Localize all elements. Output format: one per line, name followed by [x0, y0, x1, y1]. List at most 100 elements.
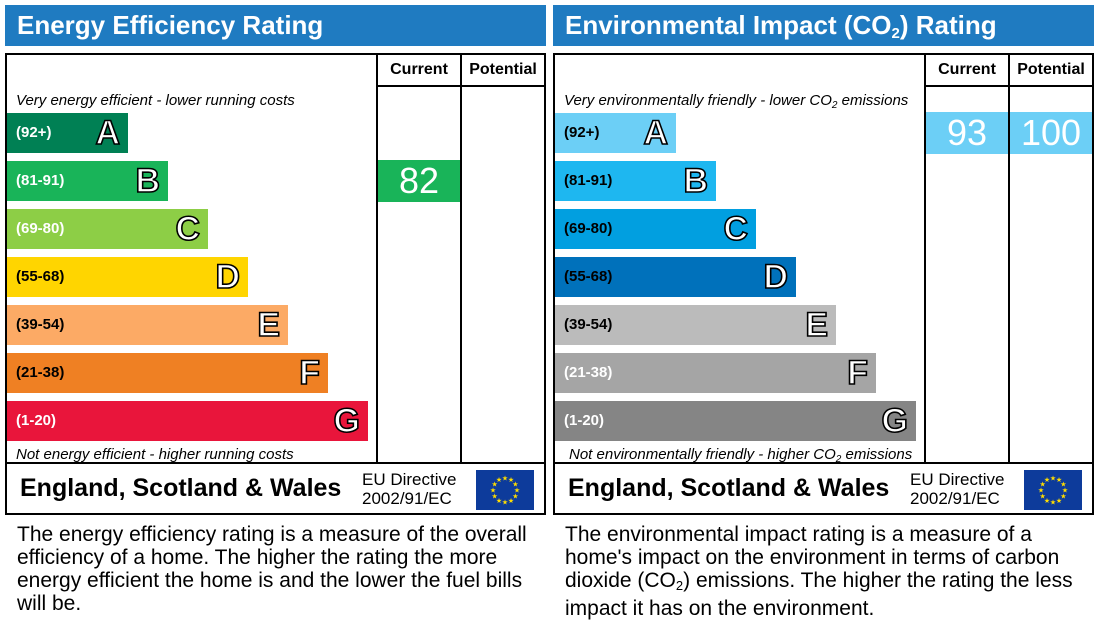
star-icon: ★ — [508, 497, 514, 505]
current-score: 93 — [926, 112, 1008, 154]
energy-efficiency-chart: Current Potential Very energy efficient … — [5, 53, 546, 464]
band-letter: D — [763, 257, 789, 297]
rating-band-e: (39-54) E — [555, 305, 836, 345]
star-icon: ★ — [1044, 497, 1050, 505]
title-tail: ) Rating — [899, 10, 997, 40]
star-icon: ★ — [491, 493, 497, 501]
directive-line-2: 2002/91/EC — [910, 489, 1000, 508]
star-icon: ★ — [508, 476, 514, 484]
top-note-tail: emissions — [837, 92, 909, 109]
rating-band-d: (55-68) D — [555, 257, 796, 297]
star-icon: ★ — [1056, 497, 1062, 505]
star-icon: ★ — [496, 497, 502, 505]
eu-flag-icon: ★★★★★★★★★ ★ ★★ — [1024, 470, 1082, 510]
band-letter: F — [298, 353, 320, 393]
footer-region: England, Scotland & Wales — [568, 474, 890, 502]
star-icon: ★ — [502, 499, 508, 507]
current-column-header: Current — [390, 61, 448, 78]
title-main: Environmental Impact (CO — [565, 10, 892, 40]
star-icon: ★ — [1060, 493, 1066, 501]
star-icon: ★ — [1039, 481, 1045, 489]
band-range: (92+) — [564, 124, 600, 141]
energy-efficiency-title: Energy Efficiency Rating — [5, 5, 546, 46]
star-icon: ★ — [1039, 493, 1045, 501]
star-icon: ★ — [512, 481, 518, 489]
column-divider — [460, 55, 462, 462]
rating-band-e: (39-54) E — [7, 305, 288, 345]
bottom-note-tail: emissions — [841, 446, 913, 463]
band-letter: E — [805, 305, 829, 345]
current-column-header: Current — [938, 61, 996, 78]
band-letter: B — [135, 161, 161, 201]
footer-region: England, Scotland & Wales — [20, 474, 342, 502]
band-range: (69-80) — [564, 220, 613, 237]
rating-band-c: (69-80) C — [7, 209, 208, 249]
star-icon: ★ — [1038, 487, 1044, 495]
rating-band-c: (69-80) C — [555, 209, 756, 249]
rating-band-a: (92+) A — [7, 113, 128, 153]
directive-line-1: EU Directive — [910, 470, 1005, 489]
band-range: (1-20) — [564, 412, 605, 429]
column-divider — [376, 55, 378, 462]
bottom-note: Not energy efficient - higher running co… — [16, 446, 294, 463]
star-icon: ★ — [1062, 487, 1068, 495]
band-range: (39-54) — [564, 316, 613, 333]
top-note: Very energy efficient - lower running co… — [16, 92, 295, 109]
potential-column-header: Potential — [1017, 61, 1085, 78]
band-range: (92+) — [16, 124, 52, 141]
band-range: (39-54) — [16, 316, 65, 333]
description-main: The environmental impact rating is a mea… — [565, 523, 1060, 592]
star-icon: ★ — [1050, 475, 1056, 483]
current-score: 82 — [378, 160, 460, 202]
rating-band-b: (81-91) B — [555, 161, 716, 201]
header-divider — [377, 85, 544, 87]
star-icon: ★ — [491, 481, 497, 489]
eu-flag-icon: ★★★★★★★★★ ★ ★★ — [476, 470, 534, 510]
bottom-note-sub: 2 — [835, 454, 842, 465]
footer-directive: EU Directive 2002/91/EC — [910, 470, 1004, 508]
star-icon: ★ — [514, 487, 520, 495]
rating-band-b: (81-91) B — [7, 161, 168, 201]
environmental-impact-title: Environmental Impact (CO2) Rating — [553, 5, 1094, 46]
band-letter: G — [333, 401, 361, 441]
band-range: (1-20) — [16, 412, 57, 429]
column-divider — [1008, 55, 1010, 462]
band-letter: G — [881, 401, 909, 441]
environmental-footer: England, Scotland & Wales EU Directive 2… — [553, 464, 1094, 515]
environmental-impact-panel: Environmental Impact (CO2) Rating Curren… — [553, 5, 1094, 620]
band-letter: C — [723, 209, 749, 249]
rating-band-f: (21-38) F — [7, 353, 328, 393]
bottom-note: Not environmentally friendly - higher CO… — [569, 446, 912, 465]
rating-band-d: (55-68) D — [7, 257, 248, 297]
band-letter: F — [846, 353, 868, 393]
star-icon: ★ — [1050, 499, 1056, 507]
star-icon: ★ — [496, 476, 502, 484]
band-letter: D — [215, 257, 241, 297]
description-sub: 2 — [675, 578, 684, 593]
star-icon: ★ — [490, 487, 496, 495]
band-letter: B — [683, 161, 709, 201]
top-note-sub: 2 — [831, 100, 838, 111]
band-range: (21-38) — [16, 364, 65, 381]
band-letter: A — [95, 113, 121, 153]
band-letter: A — [643, 113, 669, 153]
band-range: (81-91) — [564, 172, 613, 189]
band-range: (69-80) — [16, 220, 65, 237]
band-letter: E — [257, 305, 281, 345]
energy-description: The energy efficiency rating is a measur… — [17, 523, 527, 615]
energy-efficiency-panel: Energy Efficiency Rating Current Potenti… — [5, 5, 546, 615]
rating-band-g: (1-20) G — [555, 401, 916, 441]
band-range: (81-91) — [16, 172, 65, 189]
star-icon: ★ — [1060, 481, 1066, 489]
environmental-impact-chart: Current Potential Very environmentally f… — [553, 53, 1094, 465]
band-range: (55-68) — [564, 268, 613, 285]
star-icon: ★ — [502, 475, 508, 483]
star-icon: ★ — [1056, 476, 1062, 484]
bottom-note-main: Not environmentally friendly - higher CO — [569, 446, 836, 463]
energy-footer: England, Scotland & Wales EU Directive 2… — [5, 464, 546, 515]
star-icon: ★ — [1044, 476, 1050, 484]
directive-line-2: 2002/91/EC — [362, 489, 452, 508]
top-note: Very environmentally friendly - lower CO… — [564, 92, 908, 111]
potential-score: 100 — [1010, 112, 1092, 154]
rating-band-a: (92+) A — [555, 113, 676, 153]
